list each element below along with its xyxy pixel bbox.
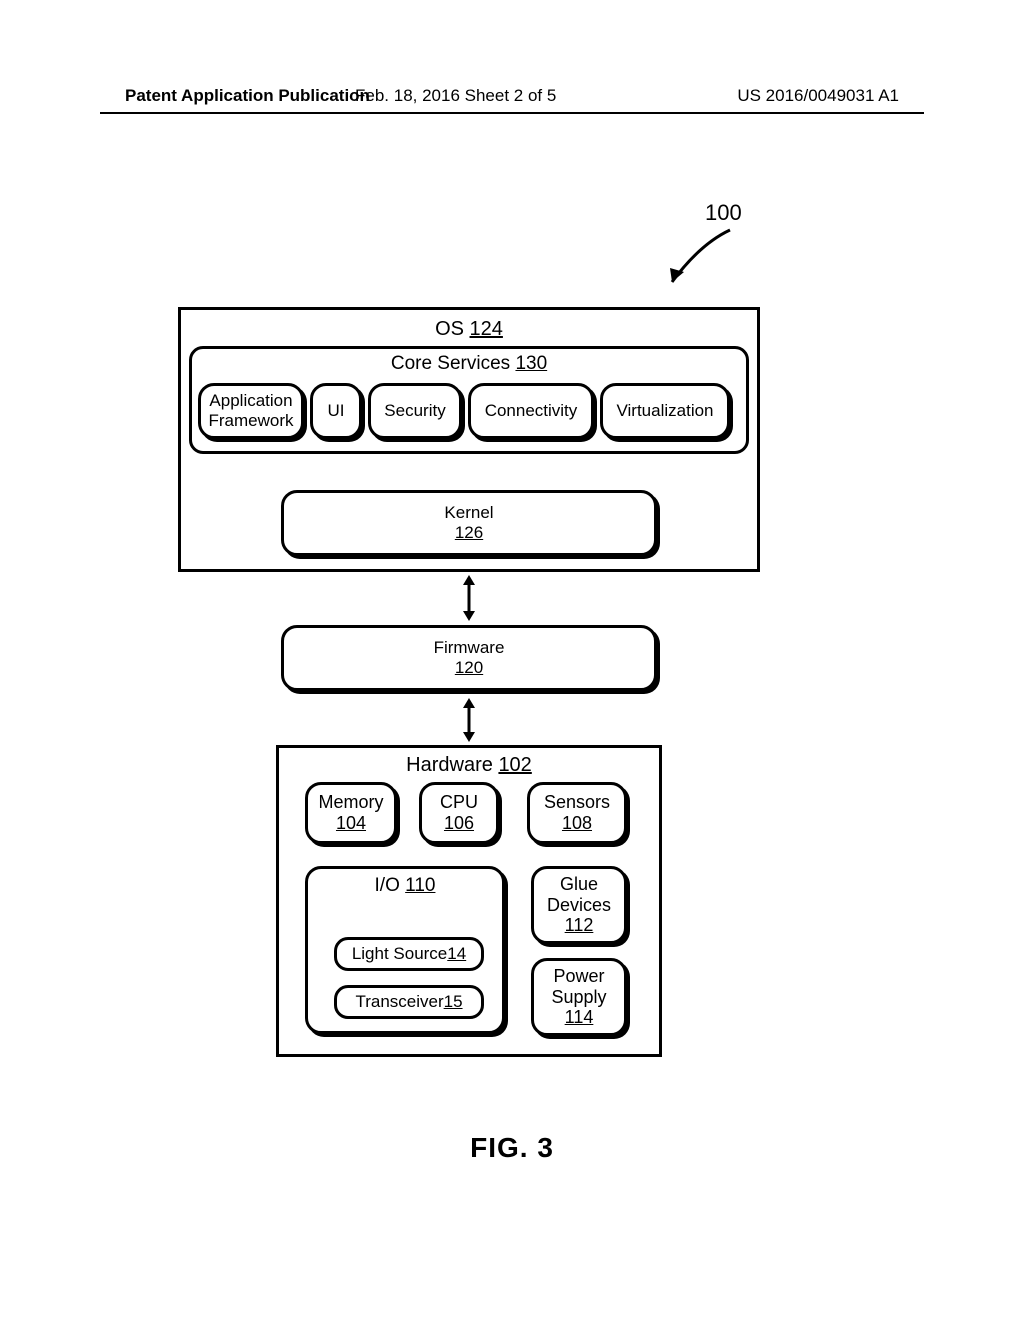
hw-sensors: Sensors 108: [527, 782, 627, 844]
hw-light-source: Light Source 14: [334, 937, 484, 971]
core-services-box: Core Services 130 Application Framework …: [189, 346, 749, 454]
kernel-label: Kernel: [444, 503, 493, 523]
hw-glue: Glue Devices 112: [531, 866, 627, 944]
figure-caption: FIG. 3: [0, 1132, 1024, 1164]
hw-sensors-num: 108: [562, 813, 592, 834]
hw-io-prefix: I/O: [375, 875, 406, 896]
hw-io-num: 110: [405, 875, 435, 896]
hw-cpu-label: CPU: [440, 792, 478, 813]
hw-trans-prefix: Transceiver: [355, 992, 443, 1012]
arrow-firmware-hardware: [462, 698, 476, 742]
hw-light-num: 14: [447, 944, 466, 964]
os-title-num: 124: [470, 318, 503, 340]
hw-glue-l2: Devices: [547, 895, 611, 916]
hw-memory-num: 104: [336, 813, 366, 834]
core-item-security: Security: [368, 383, 462, 439]
hw-sensors-label: Sensors: [544, 792, 610, 813]
core-title-text: Core Services: [391, 353, 516, 374]
header-right: US 2016/0049031 A1: [737, 86, 899, 106]
page: Patent Application Publication Feb. 18, …: [0, 0, 1024, 1320]
hw-cpu: CPU 106: [419, 782, 499, 844]
core-item-virtualization: Virtualization: [600, 383, 730, 439]
hw-trans-num: 15: [444, 992, 463, 1012]
core-item-connectivity: Connectivity: [468, 383, 594, 439]
ref-100-label: 100: [705, 200, 742, 226]
hw-power-l1: Power: [553, 966, 604, 987]
hardware-box: Hardware 102 Memory 104 CPU 106 Sensors …: [276, 745, 662, 1057]
os-box: OS 124 Core Services 130 Application Fra…: [178, 307, 760, 572]
core-item-ui: UI: [310, 383, 362, 439]
hardware-title: Hardware 102: [279, 754, 659, 777]
hw-light-prefix: Light Source: [352, 944, 447, 964]
hw-power-num: 114: [565, 1007, 594, 1028]
os-title-text: OS: [435, 318, 469, 340]
core-title: Core Services 130: [192, 353, 746, 375]
header-left: Patent Application Publication: [125, 86, 370, 106]
hw-io-box: I/O 110 Light Source 14 Transceiver 15: [305, 866, 505, 1034]
page-header: Patent Application Publication Feb. 18, …: [0, 86, 1024, 106]
hw-cpu-num: 106: [444, 813, 474, 834]
firmware-box: Firmware 120: [281, 625, 657, 691]
firmware-label: Firmware: [434, 638, 505, 658]
hw-memory-label: Memory: [318, 792, 383, 813]
core-title-num: 130: [515, 353, 547, 374]
core-item-app-framework: Application Framework: [198, 383, 304, 439]
header-center: Feb. 18, 2016 Sheet 2 of 5: [355, 86, 556, 106]
core-row: Application Framework UI Security Connec…: [198, 383, 740, 439]
hw-glue-l1: Glue: [560, 874, 598, 895]
hw-glue-num: 112: [565, 915, 594, 936]
firmware-num: 120: [455, 658, 483, 678]
hw-io-title: I/O 110: [308, 875, 502, 897]
kernel-box: Kernel 126: [281, 490, 657, 556]
hardware-title-text: Hardware: [406, 754, 498, 776]
hw-transceiver: Transceiver 15: [334, 985, 484, 1019]
os-title: OS 124: [181, 318, 757, 341]
hw-memory: Memory 104: [305, 782, 397, 844]
hw-power: Power Supply 114: [531, 958, 627, 1036]
arrow-os-firmware: [462, 575, 476, 621]
hardware-title-num: 102: [498, 754, 531, 776]
hw-power-l2: Supply: [551, 987, 606, 1008]
ref-100-arrow: [660, 224, 740, 294]
header-rule: [100, 112, 924, 114]
kernel-num: 126: [455, 523, 483, 543]
